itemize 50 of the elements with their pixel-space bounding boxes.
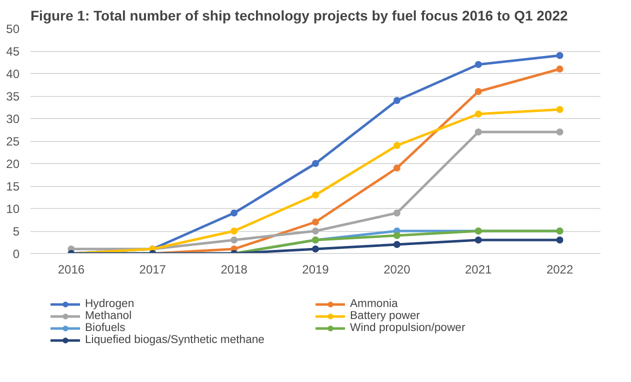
y-tick-label: 15 — [6, 180, 20, 194]
legend-label: Battery power — [350, 310, 421, 322]
point — [393, 164, 400, 172]
x-tick-label: 2020 — [384, 262, 411, 276]
point — [556, 128, 564, 136]
chart-title: Figure 1: Total number of ship technology projects by fuel focus 2016 to Q1 2022 — [30, 8, 568, 24]
x-tick-label: 2021 — [465, 262, 492, 276]
point — [393, 210, 400, 216]
point — [312, 246, 319, 252]
legend-label: Wind propulsion/power — [350, 322, 466, 334]
y-tick-label: 40 — [6, 67, 20, 81]
point — [312, 218, 319, 226]
y-tick-label: 50 — [6, 22, 20, 36]
point — [474, 110, 482, 118]
y-tick-label: 0 — [12, 247, 20, 261]
point — [474, 61, 482, 68]
x-tick-label: 2017 — [139, 262, 166, 276]
y-tick-label: 20 — [6, 157, 20, 171]
y-tick-label: 25 — [6, 134, 20, 148]
point — [474, 236, 482, 244]
point — [230, 210, 238, 216]
x-tick-label: 2016 — [58, 262, 85, 276]
point — [312, 228, 319, 234]
point — [312, 160, 319, 167]
point — [393, 142, 400, 149]
legend-label: Ammonia — [350, 298, 399, 310]
point — [474, 88, 482, 95]
point — [230, 228, 238, 234]
legend-label: Methanol — [85, 310, 133, 322]
x-tick-label: 2018 — [220, 262, 248, 276]
y-tick-label: 30 — [6, 112, 20, 126]
point — [393, 241, 400, 248]
point — [556, 236, 564, 244]
point — [393, 97, 400, 104]
point — [230, 236, 238, 244]
point — [393, 232, 400, 239]
x-tick-label: 2019 — [302, 262, 330, 276]
point — [474, 128, 482, 136]
point — [312, 192, 319, 198]
legend-label: Hydrogen — [85, 298, 136, 310]
legend-label: Biofuels — [85, 322, 126, 334]
point — [556, 52, 564, 59]
y-tick-label: 5 — [12, 224, 20, 238]
y-tick-label: 10 — [6, 202, 20, 216]
y-tick-label: 45 — [6, 44, 20, 58]
legend-label: Liquefied biogas/Synthetic methane — [85, 334, 266, 346]
point — [556, 66, 564, 72]
y-tick-label: 35 — [6, 90, 20, 104]
point — [556, 106, 564, 113]
x-tick-label: 2022 — [546, 262, 574, 276]
